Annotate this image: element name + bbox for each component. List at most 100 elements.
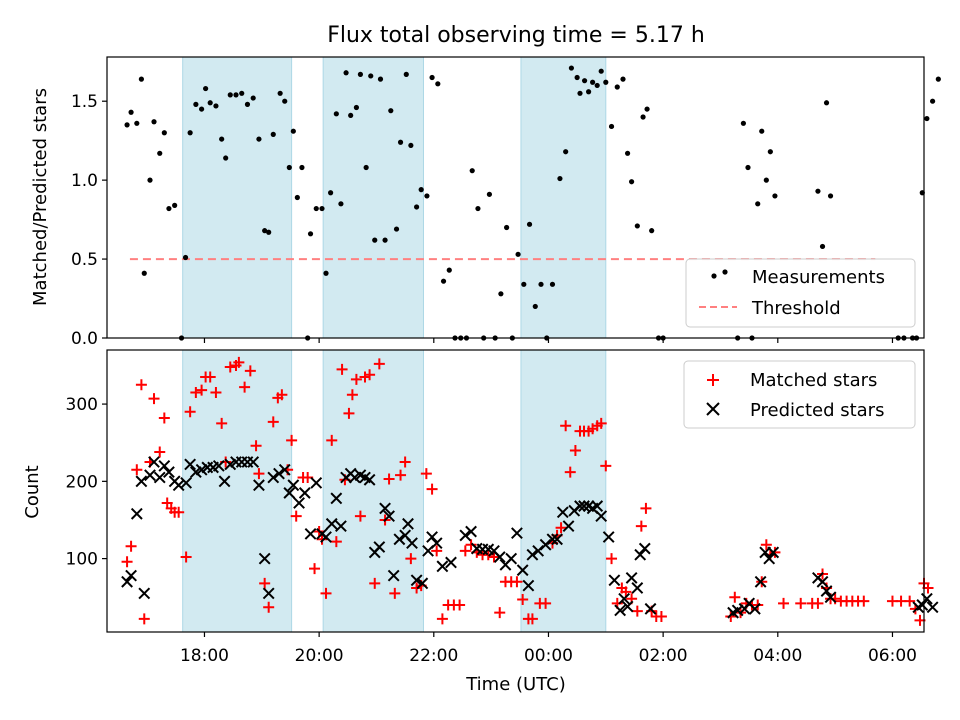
measurement-point: [393, 226, 400, 232]
matched-star-marker: [555, 522, 567, 534]
predicted-star-marker: [595, 510, 608, 523]
measurement-point: [372, 237, 378, 243]
matched-star-marker: [436, 613, 448, 625]
matched-stars-series: [121, 356, 934, 626]
x-tick-label: 02:00: [639, 646, 688, 666]
matched-star-marker: [459, 545, 471, 557]
predicted-star-marker: [625, 572, 638, 584]
legend-measurements-marker: [711, 273, 717, 279]
matched-star-marker: [316, 533, 328, 545]
measurement-point: [549, 281, 556, 287]
predicted-star-marker: [287, 479, 300, 492]
measurement-point: [515, 251, 521, 257]
measurement-point: [557, 175, 563, 182]
predicted-star-marker: [172, 479, 185, 492]
matched-star-marker: [138, 613, 150, 625]
predicted-star-marker: [614, 604, 627, 617]
predicted-star-marker: [574, 500, 586, 512]
measurement-point: [270, 131, 276, 137]
matched-star-marker: [488, 551, 500, 563]
matched-star-marker: [373, 358, 385, 370]
measurement-point: [328, 190, 334, 196]
matched-star-marker: [180, 551, 192, 563]
observing-interval-band: [322, 56, 424, 339]
matched-star-marker: [778, 597, 790, 609]
measurement-point: [223, 155, 229, 161]
measurement-point: [823, 100, 830, 106]
predicted-star-marker: [125, 569, 137, 582]
x-tick-label: 06:00: [868, 646, 917, 666]
measurement-point: [250, 95, 256, 101]
y-tick-label: 300: [66, 395, 98, 415]
predicted-star-marker: [621, 600, 634, 613]
measurement-point: [182, 254, 189, 261]
measurement-point: [763, 177, 769, 183]
observing-interval-band: [322, 349, 424, 633]
observing-interval-band: [520, 349, 607, 633]
matched-star-marker: [482, 549, 494, 561]
predicted-star-marker: [130, 507, 143, 520]
measurement-point: [138, 76, 144, 82]
predicted-star-marker: [634, 548, 647, 561]
measurement-point: [294, 194, 300, 201]
measurement-point: [266, 229, 272, 235]
measurement-point: [262, 228, 268, 234]
predicted-star-marker: [824, 591, 837, 604]
predicted-star-marker: [212, 459, 225, 472]
measurement-point: [414, 204, 420, 210]
x-axis-label: Time (UTC): [465, 674, 566, 695]
matched-star-marker: [125, 540, 137, 552]
predicted-star-marker: [253, 479, 265, 492]
measurement-point: [277, 90, 283, 96]
matched-star-marker: [216, 417, 228, 429]
top-axes-frame: [106, 56, 925, 339]
predicted-star-marker: [430, 537, 443, 550]
measurement-point: [819, 243, 826, 250]
predicted-star-marker: [926, 601, 939, 614]
measurement-point: [772, 193, 778, 199]
matched-star-marker: [354, 510, 366, 522]
predicted-star-marker: [320, 531, 332, 543]
top-shaded-intervals: [182, 56, 607, 339]
measurement-point: [930, 98, 936, 104]
matched-star-marker: [224, 361, 236, 373]
matched-star-marker: [389, 587, 401, 599]
measurement-point: [740, 120, 747, 126]
measurement-point: [435, 81, 441, 87]
measurement-point: [469, 168, 475, 174]
measurement-point: [282, 98, 288, 104]
measurement-point: [827, 193, 834, 199]
measurement-point: [598, 68, 604, 74]
predicted-star-marker: [578, 500, 590, 512]
observing-interval-band: [182, 56, 293, 339]
matched-star-marker: [369, 577, 381, 589]
predicted-star-marker: [459, 529, 472, 542]
measurement-point: [935, 76, 941, 82]
predicted-star-marker: [426, 531, 438, 543]
measurement-point: [353, 104, 359, 111]
measurement-point: [586, 89, 592, 95]
measurement-point: [213, 103, 219, 109]
matched-star-marker: [210, 386, 222, 398]
y-tick-label: 1.5: [71, 92, 98, 112]
matched-star-marker: [620, 586, 632, 598]
measurement-point: [166, 205, 172, 212]
measurements-series: [124, 65, 941, 341]
predicted-star-marker: [325, 517, 338, 530]
matched-star-marker: [454, 599, 466, 611]
predicted-star-marker: [184, 458, 197, 471]
matched-star-marker: [569, 444, 581, 456]
measurement-point: [134, 120, 140, 126]
matched-star-marker: [494, 607, 506, 619]
bottom-panel: 100 200 300 18:00 20:00 22:00 00:00 02:00 04:00…: [22, 349, 939, 695]
predicted-star-marker: [754, 575, 767, 588]
measurement-point: [408, 142, 414, 149]
top-panel: 0.0 0.5 1.0 1.5 Matched/Predicted stars Mea…: [30, 56, 941, 349]
x-tick-label: 18:00: [180, 646, 229, 666]
matched-star-marker: [336, 363, 348, 375]
measurement-point: [644, 106, 650, 112]
measurement-point: [348, 112, 354, 119]
matched-star-marker: [244, 365, 256, 377]
measurement-point: [333, 111, 339, 117]
predicted-star-marker: [273, 467, 285, 480]
